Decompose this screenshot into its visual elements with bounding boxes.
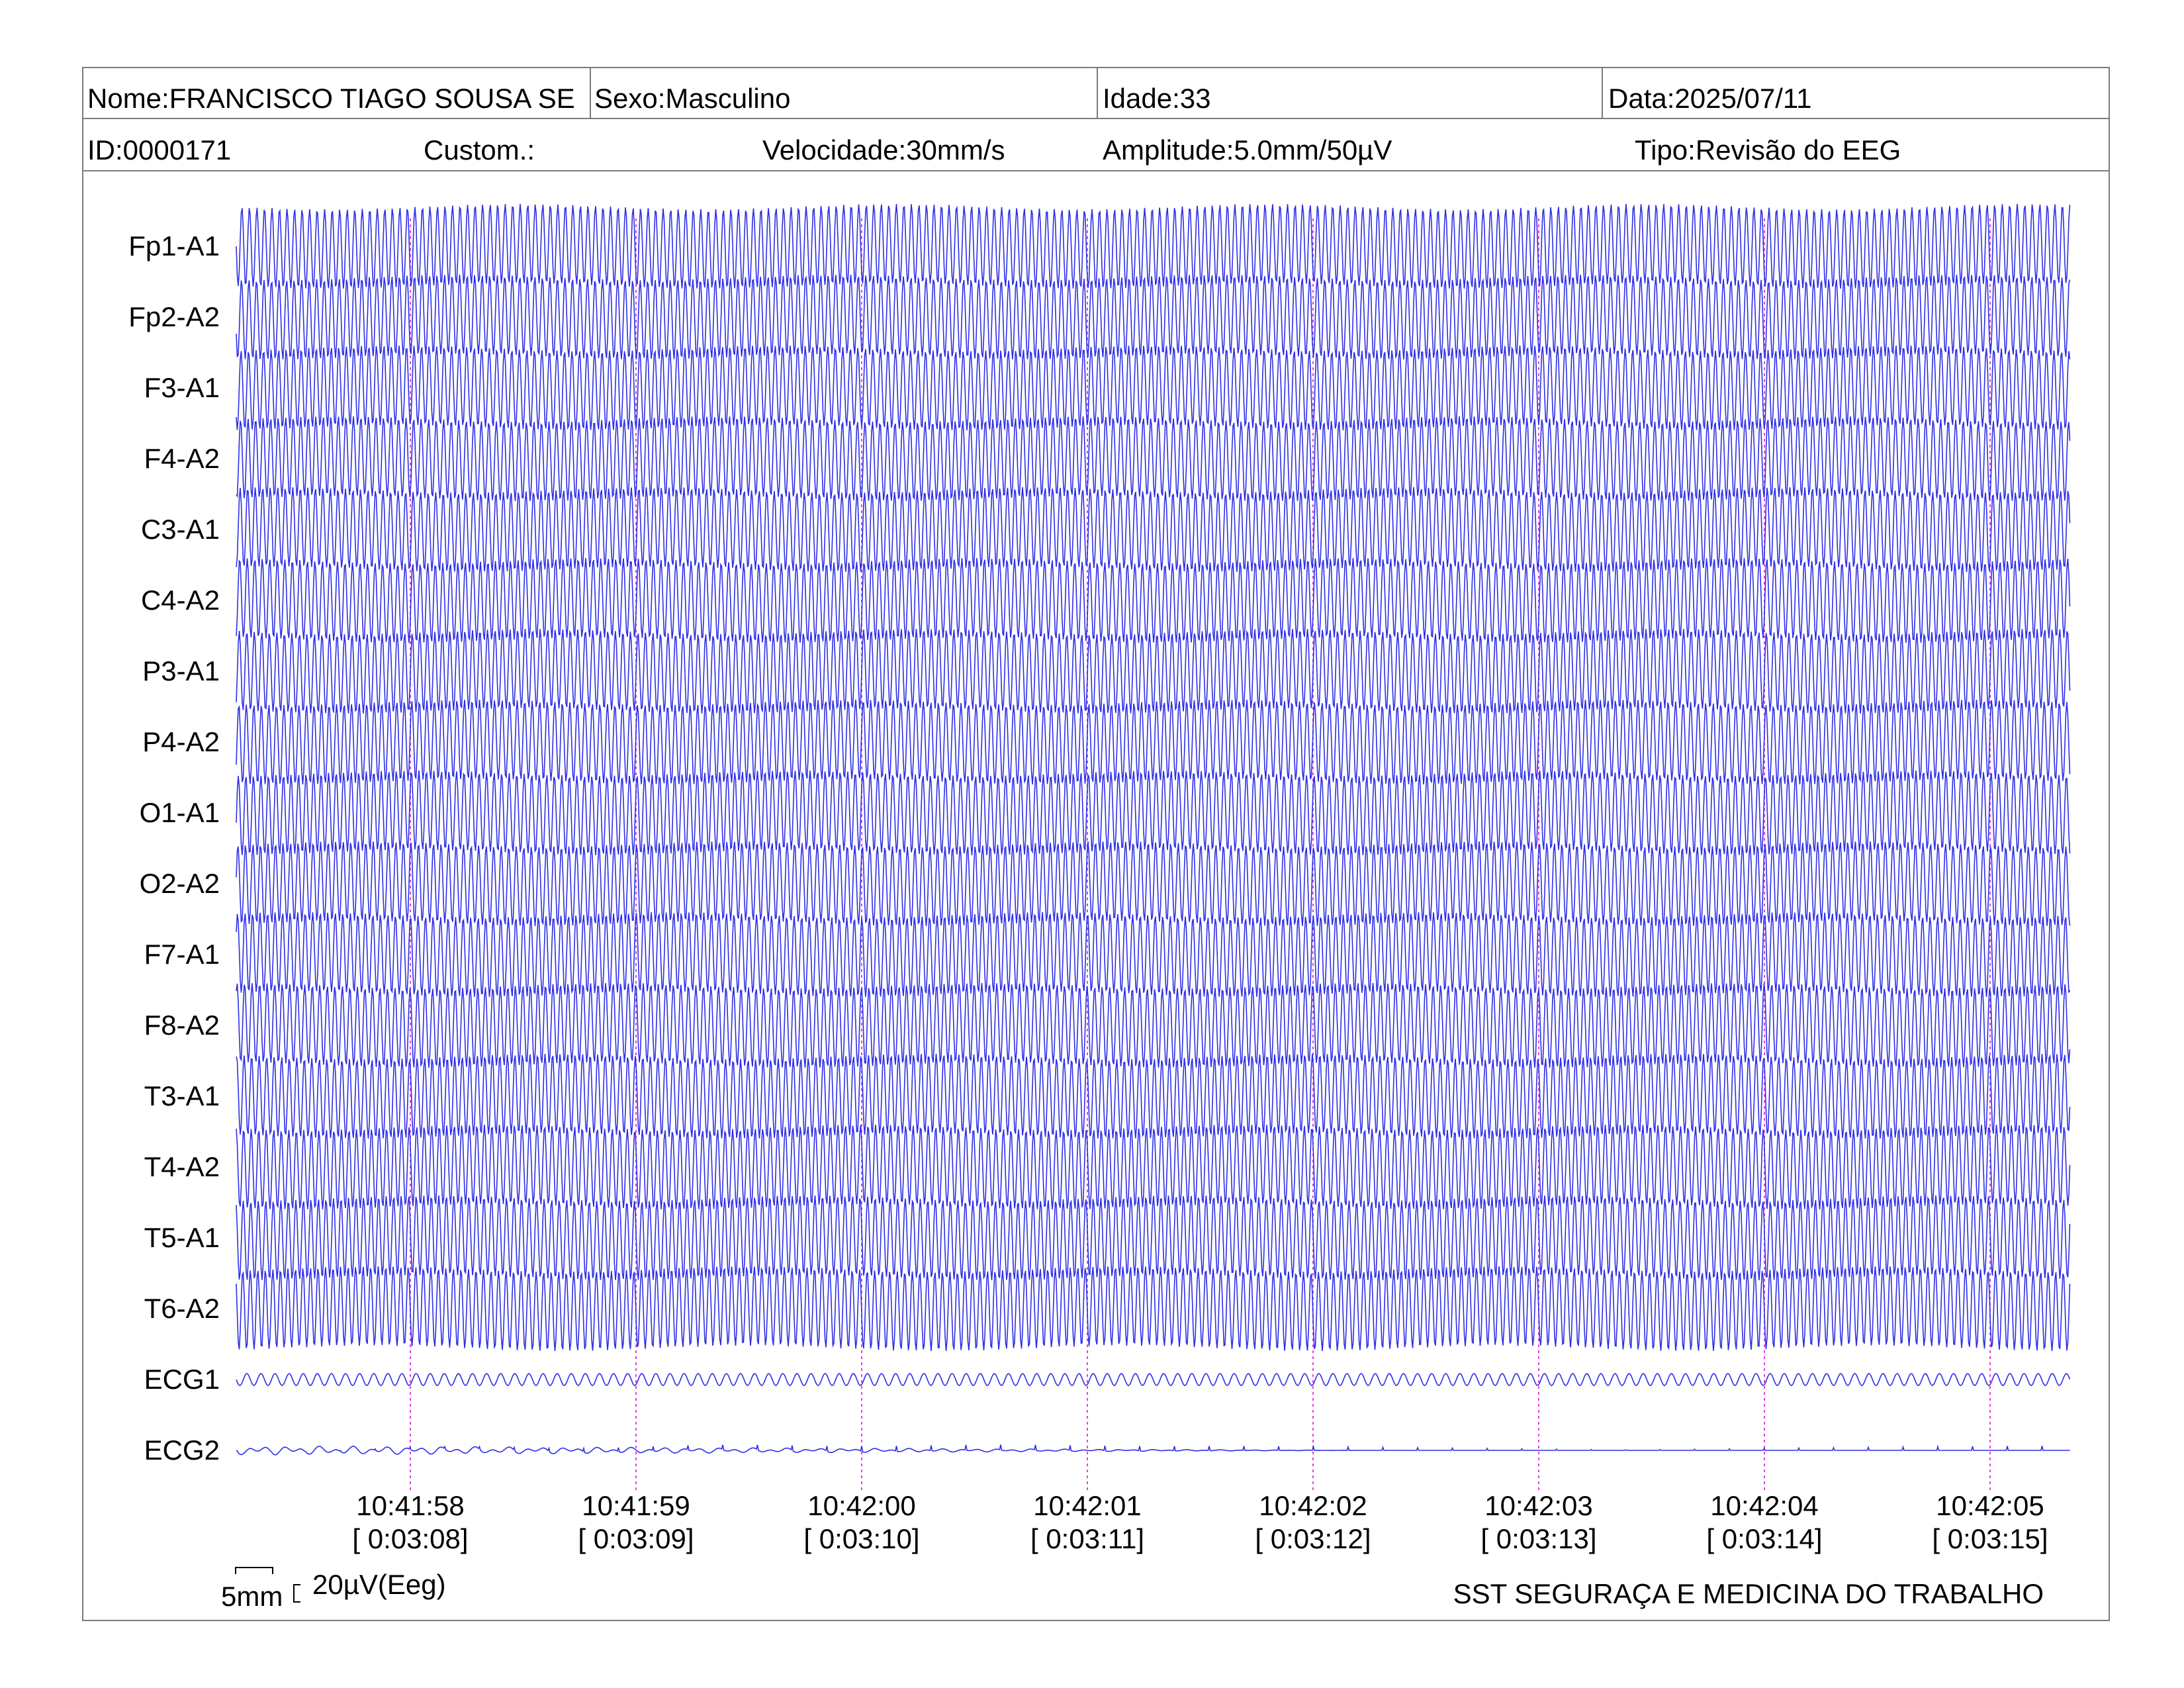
time-clock: 10:42:00 [807,1490,916,1521]
channel-trace [236,557,2071,643]
time-mark-label: 10:42:00[ 0:03:10] [776,1489,948,1556]
record-date: Data:2025/07/11 [1608,83,1812,114]
time-mark-label: 10:41:59[ 0:03:09] [550,1489,722,1556]
channel-trace [236,982,2071,1068]
time-clock: 10:42:05 [1936,1490,2044,1521]
channel-trace [236,487,2071,573]
time-mark-label: 10:42:01[ 0:03:11] [1001,1489,1173,1556]
time-mark-label: 10:42:02[ 0:03:12] [1227,1489,1399,1556]
custom-field: Custom.: [424,134,535,165]
time-elapsed: [ 0:03:14] [1706,1523,1823,1554]
time-clock: 10:42:04 [1710,1490,1819,1521]
record-type: Tipo:Revisão do EEG [1635,134,1901,165]
channel-label: T6-A2 [144,1293,220,1324]
header-row-2 [82,119,2110,171]
header-divider [1602,67,1603,119]
channel-trace [236,1124,2071,1210]
channel-label: Fp2-A2 [128,301,220,332]
time-clock: 10:42:02 [1259,1490,1367,1521]
channel-trace [236,770,2071,856]
time-mark-label: 10:42:05[ 0:03:15] [1904,1489,2076,1556]
time-scale-label: 5mm [221,1581,283,1612]
patient-age: Idade:33 [1103,83,1211,114]
channel-trace [236,345,2071,430]
channel-label: Fp1-A1 [128,230,220,261]
time-elapsed: [ 0:03:12] [1255,1523,1371,1554]
channel-label: ECG2 [144,1434,220,1466]
amplitude-setting: Amplitude:5.0mm/50µV [1103,134,1392,165]
time-clock: 10:42:01 [1033,1490,1142,1521]
channel-trace [236,203,2071,289]
channel-label: O1-A1 [139,797,220,828]
channel-trace [236,1266,2071,1351]
time-clock: 10:42:03 [1484,1490,1593,1521]
patient-id: ID:0000171 [87,134,232,165]
patient-sex: Sexo:Masculino [594,83,791,114]
channel-label: T5-A1 [144,1222,220,1253]
header-divider [1097,67,1098,119]
channel-trace [236,274,2071,360]
channel-trace [236,841,2071,927]
header-row-1 [82,67,2110,119]
time-elapsed: [ 0:03:11] [1030,1523,1145,1554]
channel-trace [236,1053,2071,1139]
time-mark-label: 10:41:58[ 0:03:08] [324,1489,496,1556]
time-elapsed: [ 0:03:08] [352,1523,469,1554]
channel-label: P3-A1 [142,655,220,686]
channel-label: C3-A1 [140,514,220,545]
footer-company: SST SEGURAÇA E MEDICINA DO TRABALHO [1453,1578,2044,1609]
channel-label: F3-A1 [144,372,220,403]
eeg-trace-chart [236,203,2071,1493]
channel-label: F8-A2 [144,1009,220,1041]
time-clock: 10:41:59 [582,1490,690,1521]
channel-label: T3-A1 [144,1080,220,1111]
channel-label: F7-A1 [144,939,220,970]
scale-bar-icon [235,1567,300,1603]
paper-speed: Velocidade:30mm/s [762,134,1005,165]
time-elapsed: [ 0:03:10] [803,1523,920,1554]
report-frame [82,67,2110,1621]
time-mark-label: 10:42:03[ 0:03:13] [1453,1489,1625,1556]
channel-label: ECG1 [144,1364,220,1395]
time-elapsed: [ 0:03:15] [1932,1523,2048,1554]
channel-trace [236,1195,2071,1281]
time-elapsed: [ 0:03:13] [1480,1523,1597,1554]
channel-trace [236,1444,2070,1456]
time-clock: 10:41:58 [356,1490,465,1521]
channel-trace [236,1373,2071,1386]
amplitude-scale-label: 20µV(Eeg) [312,1569,446,1600]
time-mark-label: 10:42:04[ 0:03:14] [1678,1489,1850,1556]
header-divider [590,67,591,119]
channel-trace [236,699,2071,785]
channel-label: F4-A2 [144,443,220,474]
channel-label: O2-A2 [139,868,220,899]
channel-trace [236,628,2071,714]
channel-label: P4-A2 [142,726,220,757]
channel-trace [236,912,2071,998]
time-elapsed: [ 0:03:09] [578,1523,694,1554]
channel-label: C4-A2 [140,585,220,616]
patient-name: Nome:FRANCISCO TIAGO SOUSA SE [87,83,575,114]
channel-label: T4-A2 [144,1151,220,1182]
channel-trace [236,416,2071,502]
